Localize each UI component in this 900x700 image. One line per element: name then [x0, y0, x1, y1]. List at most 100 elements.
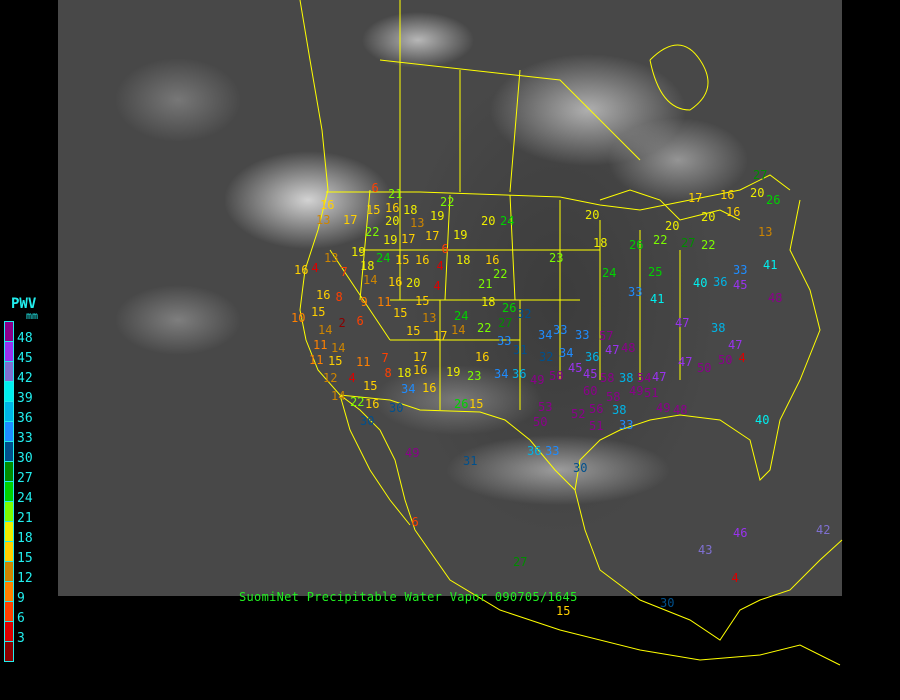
legend-tick-label: 30 [17, 451, 33, 466]
pwv-station-value: 12 [323, 371, 338, 385]
pwv-station-value: 18 [481, 295, 496, 309]
pwv-station-value: 18 [360, 259, 375, 273]
pwv-station-value: 47 [728, 338, 743, 352]
pwv-station-value: 22 [440, 195, 455, 209]
pwv-station-value: 34 [538, 328, 553, 342]
pwv-station-value: 49 [629, 384, 644, 398]
pwv-station-value: 48 [768, 291, 783, 305]
legend-swatch [4, 441, 14, 461]
pwv-station-value: 20 [665, 219, 680, 233]
pwv-station-value: 52 [571, 407, 586, 421]
pwv-station-value: 57 [599, 329, 614, 343]
pwv-station-value: 20 [750, 186, 765, 200]
pwv-station-value: 16 [385, 201, 400, 215]
pwv-station-value: 53 [538, 400, 553, 414]
legend-swatch [4, 381, 14, 401]
pwv-station-value: 16 [388, 275, 403, 289]
pwv-station-value: 14 [363, 273, 378, 287]
pwv-station-value: 31 [463, 454, 478, 468]
pwv-station-value: 6 [371, 181, 379, 195]
legend-unit: mm [26, 311, 39, 322]
pwv-station-value: 58 [606, 390, 621, 404]
pwv-station-value: 15 [415, 294, 430, 308]
pwv-station-value: 17 [401, 232, 416, 246]
pwv-station-value: 50 [718, 353, 733, 367]
pwv-station-value: 13 [410, 216, 425, 230]
pwv-station-value: 6 [441, 242, 449, 256]
pwv-station-value: 33 [733, 263, 748, 277]
legend-tick-label: 36 [17, 411, 33, 426]
pwv-station-value: 42 [816, 523, 831, 537]
legend-swatch [4, 641, 14, 662]
pwv-station-value: 24 [376, 251, 391, 265]
pwv-station-value: 38 [612, 403, 627, 417]
pwv-station-value: 24 [602, 266, 617, 280]
pwv-station-value: 51 [589, 419, 604, 433]
legend-tick-label: 48 [17, 331, 33, 346]
pwv-station-value: 18 [593, 236, 608, 250]
pwv-station-value: 20 [385, 214, 400, 228]
pwv-station-value: 17 [343, 213, 358, 227]
pwv-station-value: 20 [701, 210, 716, 224]
pwv-station-value: 22 [653, 233, 668, 247]
pwv-station-value: 19 [446, 365, 461, 379]
pwv-station-value: 24 [454, 309, 469, 323]
pwv-station-value: 17 [433, 329, 448, 343]
pwv-station-value: 16 [316, 288, 331, 302]
pwv-station-value: 27 [513, 555, 528, 569]
pwv-station-value: 14 [331, 341, 346, 355]
pwv-station-value: 13 [758, 225, 773, 239]
pwv-station-value: 19 [453, 228, 468, 242]
pwv-station-value: 27 [681, 236, 696, 250]
legend-swatch [4, 521, 14, 541]
pwv-station-value: 16 [485, 253, 500, 267]
pwv-station-value: 4 [348, 371, 356, 385]
pwv-station-value: 50 [697, 361, 712, 375]
pwv-station-value: 47 [678, 355, 693, 369]
mexico-pacific-coast [414, 529, 841, 666]
legend-tick-label: 18 [17, 531, 33, 546]
pwv-station-value: 23 [467, 369, 482, 383]
pwv-station-value: 22 [477, 321, 492, 335]
legend-swatch [4, 541, 14, 561]
pwv-station-value: 2 [338, 316, 346, 330]
pwv-station-value: 50 [549, 369, 564, 383]
pwv-station-value: 33 [497, 334, 512, 348]
pwv-station-value: 4 [738, 351, 746, 365]
pwv-station-value: 15 [393, 306, 408, 320]
pwv-station-value: 18 [397, 366, 412, 380]
pwv-station-value: 38 [619, 371, 634, 385]
pwv-station-value: 49 [405, 446, 420, 460]
pwv-station-value: 23 [549, 251, 564, 265]
legend-swatch [4, 421, 14, 441]
pwv-station-value: 13 [324, 251, 339, 265]
pwv-station-value: 27 [498, 316, 513, 330]
pwv-station-value: 40 [693, 276, 708, 290]
pwv-station-value: 26 [766, 193, 781, 207]
pwv-station-value: 19 [430, 209, 445, 223]
pwv-station-value: 18 [456, 253, 471, 267]
pwv-station-value: 19 [383, 233, 398, 247]
pwv-station-value: 41 [650, 292, 665, 306]
pwv-station-value: 16 [726, 205, 741, 219]
legend-tick-label: 15 [17, 551, 33, 566]
pwv-station-value: 8 [384, 366, 392, 380]
pwv-station-value: 32 [539, 350, 554, 364]
pwv-station-value: 18 [403, 203, 418, 217]
mexico-coast [574, 489, 843, 641]
pwv-station-value: 15 [469, 397, 484, 411]
pwv-station-value: 7 [381, 351, 389, 365]
legend-swatch [4, 321, 14, 341]
great-lakes [599, 44, 741, 221]
pwv-station-value: 15 [406, 324, 421, 338]
pwv-station-value: 47 [605, 343, 620, 357]
pwv-station-value: 45 [733, 278, 748, 292]
pwv-station-value: 19 [351, 245, 366, 259]
pwv-station-value: 14 [331, 389, 346, 403]
legend-tick-label: 21 [17, 511, 33, 526]
pwv-station-value: 40 [755, 413, 770, 427]
pwv-station-value: 22 [493, 267, 508, 281]
pwv-station-value: 4 [311, 261, 319, 275]
pwv-station-value: 20 [585, 208, 600, 222]
pwv-station-value: 30 [389, 401, 404, 415]
